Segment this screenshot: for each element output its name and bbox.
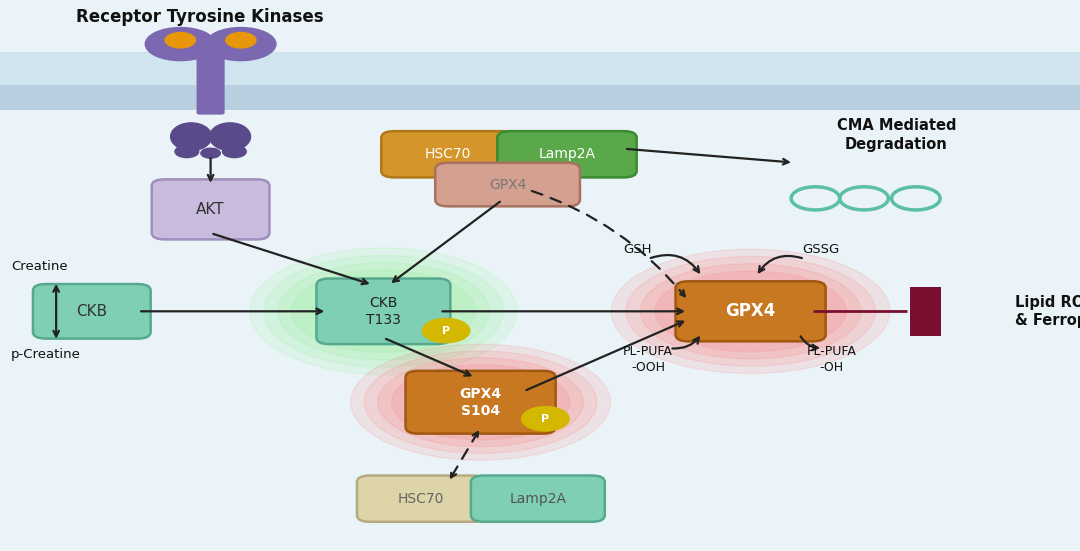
Text: HSC70: HSC70 bbox=[399, 491, 444, 506]
Text: HSC70: HSC70 bbox=[426, 147, 471, 161]
Text: PL-PUFA
-OOH: PL-PUFA -OOH bbox=[623, 345, 673, 374]
Circle shape bbox=[226, 33, 256, 48]
Ellipse shape bbox=[848, 190, 867, 207]
Ellipse shape bbox=[205, 28, 276, 61]
Circle shape bbox=[165, 33, 195, 48]
FancyBboxPatch shape bbox=[471, 476, 605, 522]
FancyBboxPatch shape bbox=[316, 279, 450, 344]
Text: P: P bbox=[541, 414, 550, 424]
Text: Lamp2A: Lamp2A bbox=[539, 147, 595, 161]
FancyBboxPatch shape bbox=[151, 180, 270, 239]
Text: CKB
T133: CKB T133 bbox=[366, 296, 401, 327]
Text: GPX4: GPX4 bbox=[726, 302, 775, 320]
Text: GSSG: GSSG bbox=[802, 244, 839, 256]
FancyBboxPatch shape bbox=[197, 56, 225, 115]
Text: GPX4
S104: GPX4 S104 bbox=[459, 387, 502, 418]
Text: CKB: CKB bbox=[77, 304, 107, 319]
FancyBboxPatch shape bbox=[381, 131, 515, 177]
Ellipse shape bbox=[625, 256, 875, 366]
Text: CMA Mediated
Degradation: CMA Mediated Degradation bbox=[837, 118, 956, 152]
Text: Lamp2A: Lamp2A bbox=[510, 491, 566, 506]
Text: Creatine: Creatine bbox=[11, 260, 67, 273]
Ellipse shape bbox=[194, 41, 227, 63]
Text: Lipid ROS
& Ferroptosis: Lipid ROS & Ferroptosis bbox=[1015, 295, 1080, 328]
Text: p-Creatine: p-Creatine bbox=[11, 348, 81, 361]
Circle shape bbox=[422, 318, 470, 343]
Text: GPX4: GPX4 bbox=[489, 177, 526, 192]
Ellipse shape bbox=[378, 358, 583, 447]
Text: AKT: AKT bbox=[197, 202, 225, 217]
Ellipse shape bbox=[900, 190, 919, 207]
FancyBboxPatch shape bbox=[356, 476, 486, 522]
Ellipse shape bbox=[278, 263, 489, 360]
Ellipse shape bbox=[175, 145, 199, 158]
FancyBboxPatch shape bbox=[33, 284, 151, 338]
Ellipse shape bbox=[611, 249, 890, 374]
Ellipse shape bbox=[201, 148, 220, 158]
Text: GSH: GSH bbox=[623, 244, 651, 256]
Ellipse shape bbox=[249, 248, 517, 375]
Ellipse shape bbox=[146, 28, 216, 61]
Circle shape bbox=[522, 407, 569, 431]
Ellipse shape bbox=[264, 255, 503, 368]
Text: Receptor Tyrosine Kinases: Receptor Tyrosine Kinases bbox=[76, 8, 324, 26]
Ellipse shape bbox=[171, 123, 212, 150]
Text: PL-PUFA
-OH: PL-PUFA -OH bbox=[807, 345, 856, 374]
Text: P: P bbox=[442, 326, 450, 336]
Ellipse shape bbox=[364, 351, 597, 453]
FancyBboxPatch shape bbox=[0, 52, 1080, 85]
Ellipse shape bbox=[210, 123, 251, 150]
FancyBboxPatch shape bbox=[910, 287, 941, 336]
FancyBboxPatch shape bbox=[676, 281, 825, 342]
Ellipse shape bbox=[640, 264, 861, 359]
FancyBboxPatch shape bbox=[0, 85, 1080, 110]
Ellipse shape bbox=[391, 365, 570, 440]
FancyBboxPatch shape bbox=[406, 371, 555, 434]
Ellipse shape bbox=[351, 344, 610, 460]
FancyBboxPatch shape bbox=[497, 131, 637, 177]
Ellipse shape bbox=[292, 270, 475, 353]
Ellipse shape bbox=[222, 145, 246, 158]
Ellipse shape bbox=[654, 271, 847, 352]
Ellipse shape bbox=[799, 190, 819, 207]
FancyBboxPatch shape bbox=[435, 163, 580, 206]
